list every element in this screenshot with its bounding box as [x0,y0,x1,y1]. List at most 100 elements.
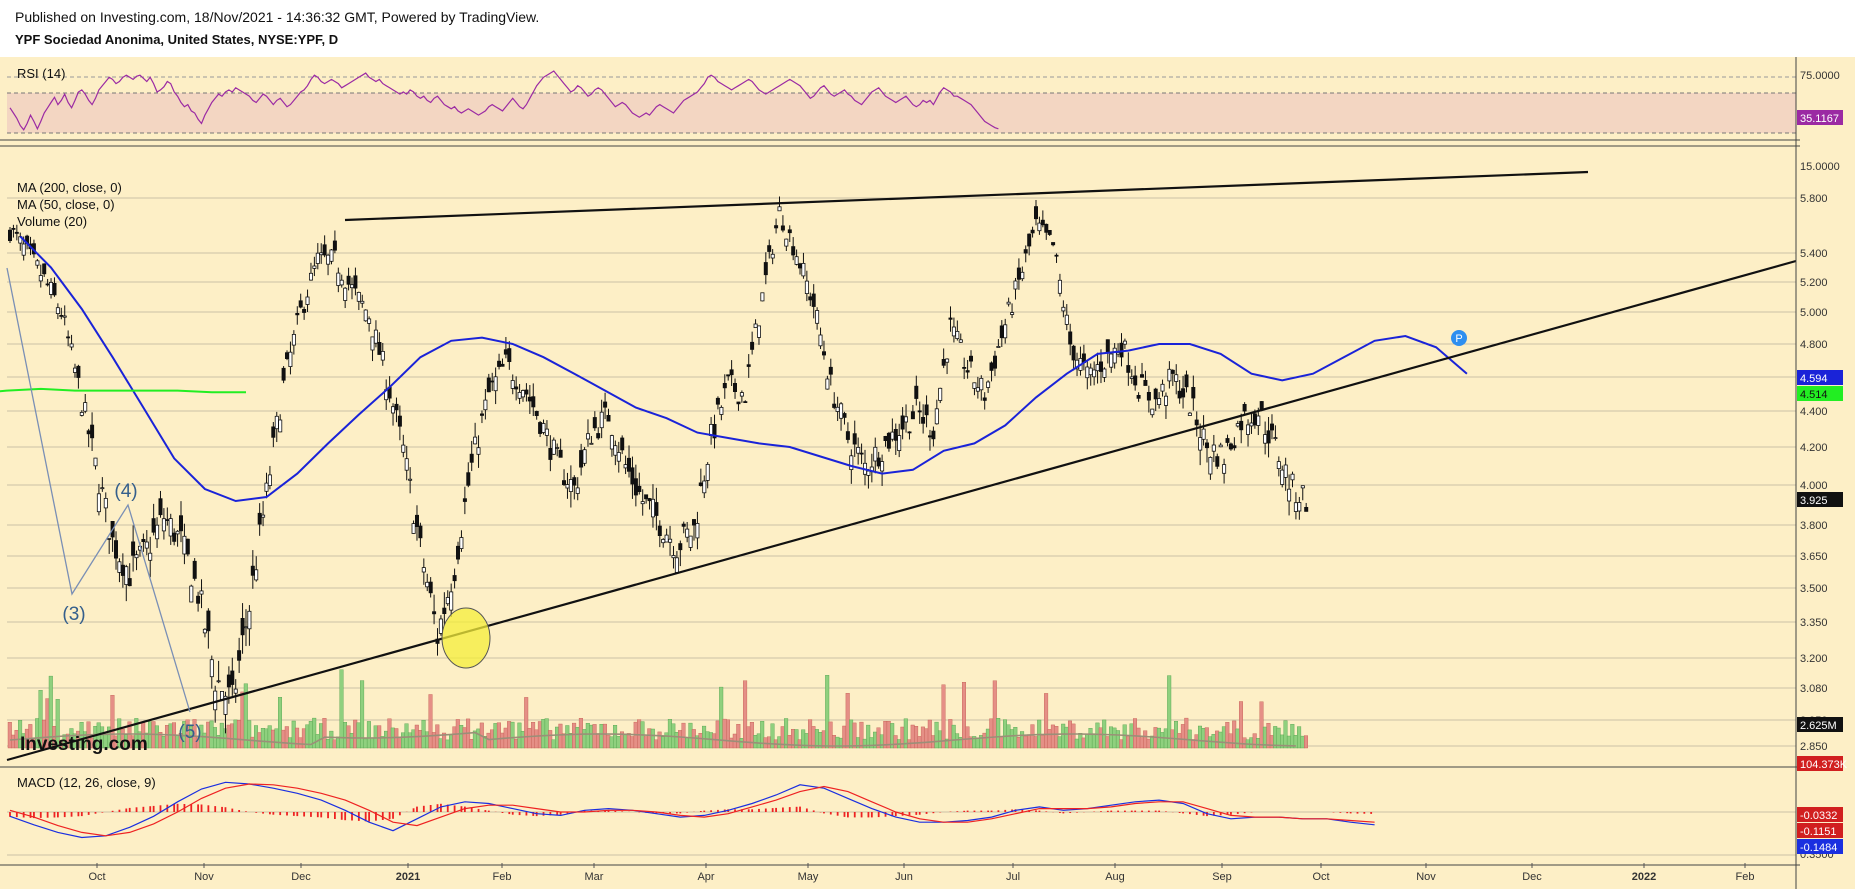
candle [408,467,413,494]
candle [497,353,502,370]
candle [801,252,806,279]
candle [100,477,105,492]
candle [271,422,276,448]
volume-bar [866,724,871,749]
candle-body [835,406,840,412]
volume-bar [1112,727,1117,749]
candle [1256,407,1261,436]
price-panel[interactable]: P [0,170,1797,762]
candle-body [859,452,864,455]
candle-body [1201,428,1206,440]
candle-body [1270,423,1275,431]
volume-bar [749,722,754,749]
price-tick-label: 3.080 [1800,683,1828,695]
candle-body [1263,434,1268,444]
candle-body [322,244,327,256]
candle-body [346,275,351,285]
volume-bar [500,732,505,749]
volume-bar [756,733,761,749]
candle-body [1085,366,1090,379]
candle-body [1259,401,1264,411]
candle-body [568,479,573,493]
candle-body [223,695,228,715]
volume-bar [637,719,642,749]
candle [62,305,67,326]
candle [1092,361,1097,386]
volume-bar [657,731,662,749]
candle-body [127,578,132,587]
volume-bar [322,718,327,749]
volume-bar [281,729,286,749]
candle-body [455,545,460,560]
candle [257,503,262,536]
candle-body [743,401,748,404]
candle [815,307,820,330]
candle-body [189,585,194,603]
candle [131,525,136,572]
volume-bar [797,739,802,749]
candle-body [473,436,478,445]
candle [1064,304,1069,331]
candle [804,270,809,302]
candle-body [55,307,60,315]
candle [38,264,43,288]
candle-body [1304,506,1309,512]
candle-body [83,402,88,412]
candle [336,267,341,293]
volume-bar [859,721,864,749]
candle-body [760,292,765,302]
candle [1290,471,1295,488]
volume-bar [1300,735,1305,749]
candle [462,486,467,515]
candle-body [1297,502,1302,512]
candle-body [681,523,686,527]
candle-body [1112,347,1117,364]
volume-bar [845,693,850,749]
candle [822,340,827,360]
candle [35,259,40,269]
candle-body [326,254,331,265]
volume-bar [1225,722,1230,749]
candle [958,333,963,343]
candle-body [209,659,214,678]
candle [1191,375,1196,411]
candle-body [507,348,512,363]
candle [175,530,180,547]
price-tick-label: 3.500 [1800,583,1828,595]
candle [620,435,625,455]
candle-body [1228,443,1233,450]
volume-bar [558,723,563,749]
volume-bar [531,722,536,749]
candle-body [592,417,597,429]
candle [681,521,686,534]
rsi-panel[interactable] [7,70,1796,134]
volume-bar [520,731,525,749]
candle-body [1198,437,1203,451]
volume-bar [397,737,402,749]
volume-bar [110,695,115,749]
price-tick-label: 5.400 [1800,248,1828,260]
volume-bar [719,686,724,749]
candle-body [668,538,673,543]
macd-panel[interactable] [7,781,1796,856]
macd-value-badge: -0.1484 [1800,842,1837,854]
volume-bar [1256,738,1261,749]
candle-body [158,498,163,516]
volume-bar [900,726,905,749]
candle-body [917,410,922,413]
chart-header: Published on Investing.com, 18/Nov/2021 … [0,0,1855,57]
candle-body [247,610,252,630]
volume-bar [7,722,12,749]
x-tick-label: Nov [194,871,214,883]
candle [421,558,426,585]
volume-bar [688,722,693,749]
volume-bar [1221,726,1226,749]
x-tick-label: Dec [291,871,311,883]
candle [79,410,84,417]
volume-bar [965,726,970,749]
volume-bar [914,726,919,749]
candle [702,475,707,499]
volume-bar [1020,731,1025,749]
volume-badge: 104.373K [1800,759,1848,771]
